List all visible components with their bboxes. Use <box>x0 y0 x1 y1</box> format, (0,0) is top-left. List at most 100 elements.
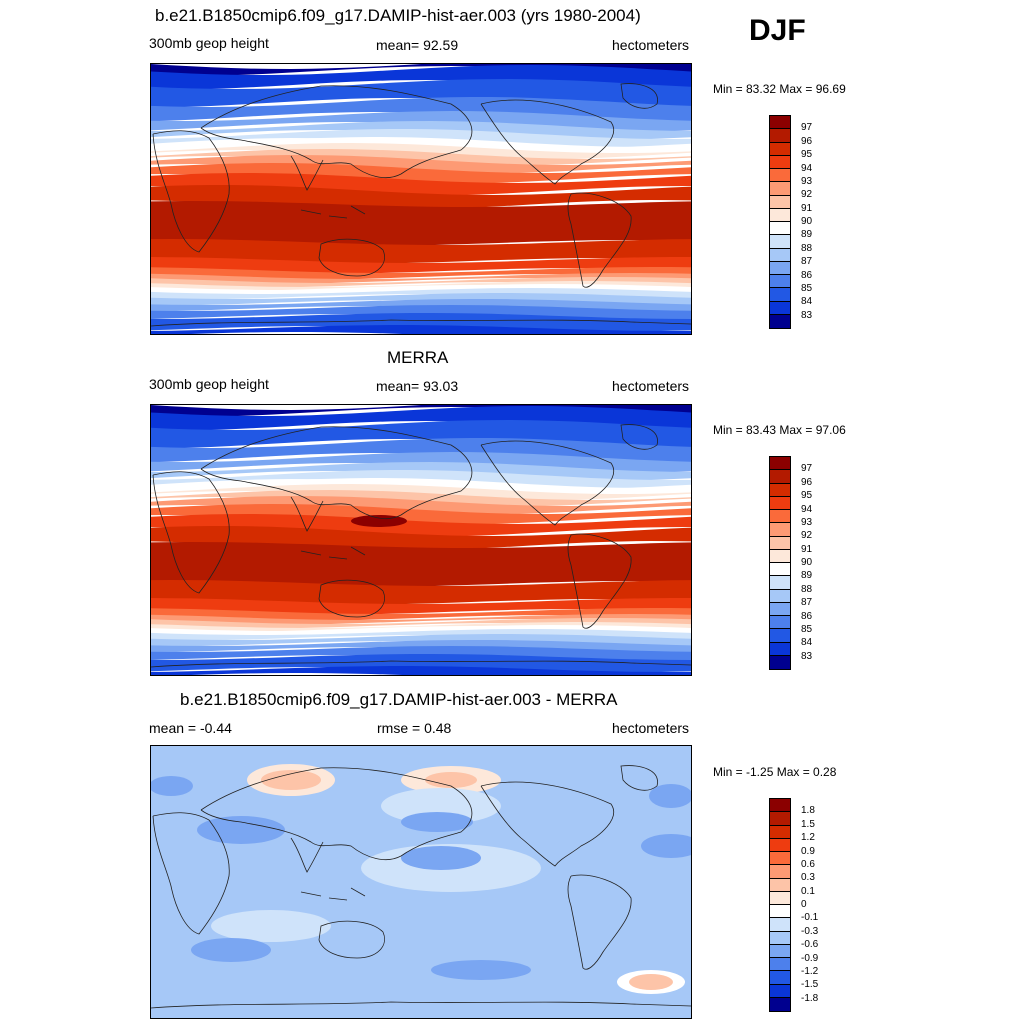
colorbar-tick-label: 97 <box>801 463 813 475</box>
colorbar-swatch <box>770 825 790 839</box>
colorbar-swatch <box>770 642 790 656</box>
colorbar-tick-label: 95 <box>801 149 813 161</box>
colorbar-tick-label: 83 <box>801 309 813 321</box>
colorbar-tick-label: 84 <box>801 637 813 649</box>
colorbar-swatch <box>770 496 790 510</box>
min-max-label: Min = -1.25 Max = 0.28 <box>713 765 837 779</box>
colorbar-swatch <box>770 971 790 985</box>
colorbar-tick-label: 0.3 <box>801 872 815 884</box>
colorbar-tick-label: 84 <box>801 296 813 308</box>
units-label: hectometers <box>612 37 690 53</box>
colorbar-swatch <box>770 536 790 550</box>
colorbar-swatch <box>770 655 790 669</box>
colorbar-tick-label: 85 <box>801 623 813 635</box>
colorbar-swatch <box>770 878 790 892</box>
colorbar-swatch <box>770 457 790 471</box>
colorbar-swatch <box>770 523 790 537</box>
colorbar-tick-label: 94 <box>801 503 813 515</box>
panel-title: MERRA <box>387 348 449 367</box>
mean-label: mean = -0.44 <box>149 720 232 736</box>
colorbar-swatch <box>770 301 790 315</box>
colorbar-swatch <box>770 483 790 497</box>
colorbar-tick-label: -1.8 <box>801 992 819 1004</box>
colorbar-tick-label: 93 <box>801 175 813 187</box>
colorbar-swatch <box>770 838 790 852</box>
colorbar-swatch <box>770 182 790 196</box>
colorbar-swatch <box>770 235 790 249</box>
colorbar-swatch <box>770 918 790 932</box>
variable-label: 300mb geop height <box>149 376 269 392</box>
colorbar-tick-label: 89 <box>801 229 813 241</box>
panel-title: b.e21.B1850cmip6.f09_g17.DAMIP-hist-aer.… <box>155 6 641 25</box>
colorbar-swatch <box>770 629 790 643</box>
colorbar-tick-label: 85 <box>801 282 813 294</box>
colorbar-tick-label: 1.5 <box>801 818 815 830</box>
colorbar-swatch <box>770 944 790 958</box>
colorbar-tick-label: 90 <box>801 557 813 568</box>
colorbar-tick-label: 86 <box>801 610 813 622</box>
colorbar-tick-label: 92 <box>801 189 813 201</box>
colorbar-tick-label: -1.2 <box>801 965 819 977</box>
colorbar-swatch <box>770 222 790 236</box>
colorbar-tick-label: 89 <box>801 570 813 582</box>
colorbar <box>769 115 791 329</box>
colorbar-tick-label: 0.1 <box>801 885 815 897</box>
colorbar-tick-label: 87 <box>801 597 813 609</box>
colorbar-tick-label: 93 <box>801 516 813 528</box>
units-label: hectometers <box>612 378 690 394</box>
variable-label: 300mb geop height <box>149 35 269 51</box>
mean-label: mean= 92.59 <box>376 37 459 53</box>
rmse-label: rmse = 0.48 <box>377 720 452 736</box>
colorbar-tick-label: 88 <box>801 242 813 254</box>
colorbar-swatch <box>770 248 790 262</box>
colorbar-swatch <box>770 275 790 289</box>
colorbar-swatch <box>770 169 790 183</box>
colorbar-tick-label: 1.2 <box>801 832 815 844</box>
colorbar-tick-label: 87 <box>801 256 813 268</box>
min-max-label: Min = 83.43 Max = 97.06 <box>713 423 846 437</box>
colorbar-swatch <box>770 865 790 879</box>
colorbar-tick-label: -0.9 <box>801 952 819 964</box>
colorbar-swatch <box>770 155 790 169</box>
panel-title: b.e21.B1850cmip6.f09_g17.DAMIP-hist-aer.… <box>180 690 618 709</box>
colorbar-swatch <box>770 510 790 524</box>
map-obs <box>150 404 692 676</box>
colorbar-swatch <box>770 931 790 945</box>
colorbar <box>769 456 791 670</box>
colorbar-tick-label: 96 <box>801 476 813 488</box>
colorbar-swatch <box>770 905 790 919</box>
colorbar-swatch <box>770 616 790 630</box>
colorbar-swatch <box>770 958 790 972</box>
colorbar-swatch <box>770 314 790 328</box>
colorbar-swatch <box>770 799 790 813</box>
colorbar-tick-label: 90 <box>801 216 813 227</box>
min-max-label: Min = 83.32 Max = 96.69 <box>713 82 846 96</box>
season-label: DJF <box>749 14 806 47</box>
colorbar-tick-label: 97 <box>801 122 813 134</box>
colorbar-tick-label: 91 <box>801 202 813 214</box>
colorbar-swatch <box>770 288 790 302</box>
colorbar-swatch <box>770 812 790 826</box>
colorbar-swatch <box>770 142 790 156</box>
colorbar-swatch <box>770 116 790 130</box>
colorbar-swatch <box>770 261 790 275</box>
colorbar-tick-label: 91 <box>801 543 813 555</box>
colorbar-tick-label: 0.6 <box>801 858 815 870</box>
colorbar-tick-label: 86 <box>801 269 813 281</box>
map-diff <box>150 745 692 1019</box>
colorbar-swatch <box>770 852 790 866</box>
colorbar-swatch <box>770 195 790 209</box>
colorbar-swatch <box>770 549 790 563</box>
colorbar-swatch <box>770 129 790 143</box>
map-model <box>150 63 692 335</box>
colorbar-tick-label: 88 <box>801 583 813 595</box>
colorbar-tick-label: 95 <box>801 490 813 502</box>
colorbar-swatch <box>770 602 790 616</box>
colorbar-swatch <box>770 891 790 905</box>
colorbar-swatch <box>770 589 790 603</box>
colorbar-swatch <box>770 470 790 484</box>
colorbar-tick-label: -0.1 <box>801 912 819 924</box>
colorbar-tick-label: 94 <box>801 162 813 174</box>
colorbar-swatch <box>770 208 790 222</box>
colorbar-tick-label: -1.5 <box>801 979 819 991</box>
